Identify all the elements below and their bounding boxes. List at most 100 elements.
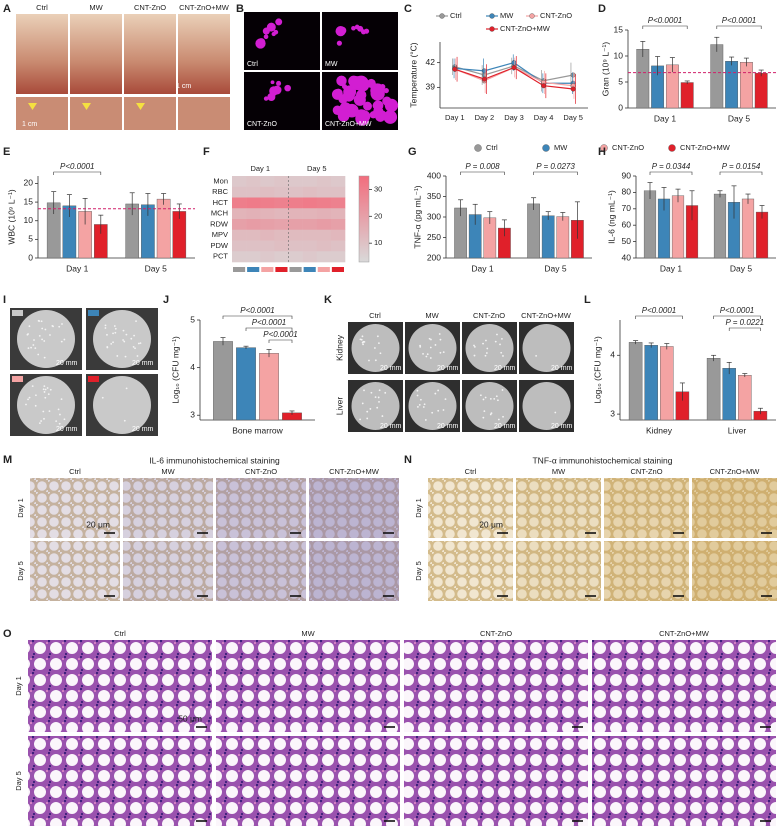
colony xyxy=(43,391,46,393)
column-label: Ctrl xyxy=(369,311,381,320)
heat-cell xyxy=(288,186,303,198)
colony xyxy=(41,327,44,330)
signal xyxy=(373,106,384,117)
bracket xyxy=(533,171,578,175)
colony xyxy=(442,351,445,354)
heat-cell xyxy=(330,251,346,263)
colony xyxy=(437,389,440,392)
heat-cell xyxy=(260,240,275,252)
plate xyxy=(408,382,457,430)
colony xyxy=(104,324,107,327)
heat-cell xyxy=(260,219,275,231)
colony xyxy=(426,353,429,356)
legend-label: MW xyxy=(554,143,568,152)
colony xyxy=(473,346,476,348)
colony xyxy=(101,396,104,399)
y-tick-label: 40 xyxy=(622,252,632,262)
bar xyxy=(754,72,768,109)
micrograph xyxy=(123,478,213,538)
heat-cell xyxy=(232,197,247,209)
colony xyxy=(43,417,45,420)
y-tick-label: 15 xyxy=(24,196,34,206)
x-tick-label: Day 1 xyxy=(445,113,465,122)
colony xyxy=(496,333,498,336)
panel-label: C xyxy=(404,3,412,15)
micrograph xyxy=(428,541,513,601)
column-label: CNT-ZnO+MW xyxy=(521,311,572,320)
row-label: RBC xyxy=(212,187,228,196)
group-swatch xyxy=(289,267,302,272)
column-label: CNT-ZnO xyxy=(245,467,277,476)
legend-label: MW xyxy=(500,11,514,20)
colony xyxy=(136,355,139,357)
colony xyxy=(43,356,46,359)
column-label: CNT-ZnO+MW xyxy=(329,467,380,476)
bar xyxy=(755,211,769,259)
x-tick-label: Day 5 xyxy=(563,113,583,122)
y-tick-label: 3 xyxy=(610,408,615,418)
x-tick-label: Day 2 xyxy=(475,113,495,122)
y-tick-label: 90 xyxy=(622,170,632,180)
colony xyxy=(370,391,373,394)
column-label: MW xyxy=(425,311,439,320)
stain-tint xyxy=(604,478,689,538)
colony xyxy=(428,337,431,340)
y-tick-label: 5 xyxy=(618,76,623,86)
colony xyxy=(40,320,43,323)
micrograph xyxy=(216,640,400,732)
heat-cell xyxy=(246,229,261,241)
row-label: Day 5 xyxy=(414,561,423,581)
signal xyxy=(360,29,367,35)
row-label: Day 1 xyxy=(16,498,25,518)
legend-marker xyxy=(668,144,676,152)
colony xyxy=(137,342,140,345)
scale-bar-label: 20 mm xyxy=(56,360,78,367)
heat-cell xyxy=(232,208,247,220)
bar xyxy=(644,345,658,421)
micrograph xyxy=(428,478,513,538)
stain-tint xyxy=(604,541,689,601)
colony xyxy=(378,342,380,345)
heat-cell xyxy=(288,229,303,241)
group-swatch xyxy=(317,267,330,272)
stain-tint xyxy=(216,541,306,601)
signal xyxy=(276,80,282,86)
point xyxy=(481,72,487,78)
legend-marker xyxy=(529,13,535,19)
heat-cell xyxy=(302,176,318,188)
stain-tint xyxy=(692,478,777,538)
y-tick-label: 5 xyxy=(28,234,33,244)
legend-marker xyxy=(600,144,608,152)
colony xyxy=(431,411,434,414)
panel-label: A xyxy=(3,3,11,15)
colony xyxy=(41,338,43,341)
bracket xyxy=(716,25,762,29)
arrow xyxy=(28,103,37,110)
group-swatch xyxy=(275,267,288,272)
row-label: RDW xyxy=(210,219,229,228)
x-tick-label: Day 5 xyxy=(145,263,167,273)
heat-cell xyxy=(302,251,318,263)
signal xyxy=(337,110,350,122)
colony xyxy=(58,325,61,328)
colony xyxy=(554,411,557,414)
x-tick-label: Day 1 xyxy=(654,113,676,123)
colony xyxy=(44,388,47,391)
panel-label: G xyxy=(408,146,417,158)
stain-tint xyxy=(692,541,777,601)
colony xyxy=(361,335,364,338)
y-tick-label: 200 xyxy=(427,252,441,262)
heat-cell xyxy=(274,197,289,209)
panel-label: D xyxy=(598,3,606,15)
panel-label: K xyxy=(324,294,332,306)
bracket xyxy=(713,315,761,319)
micrograph xyxy=(123,541,213,601)
heat-cell xyxy=(316,208,332,220)
scale-bar-label: 20 mm xyxy=(494,365,516,372)
plate xyxy=(17,310,75,368)
photo xyxy=(16,14,68,94)
column-label: Ctrl xyxy=(36,3,48,12)
panel-label: J xyxy=(163,294,169,306)
y-tick-label: 50 xyxy=(622,236,632,246)
heat-cell xyxy=(246,219,261,231)
